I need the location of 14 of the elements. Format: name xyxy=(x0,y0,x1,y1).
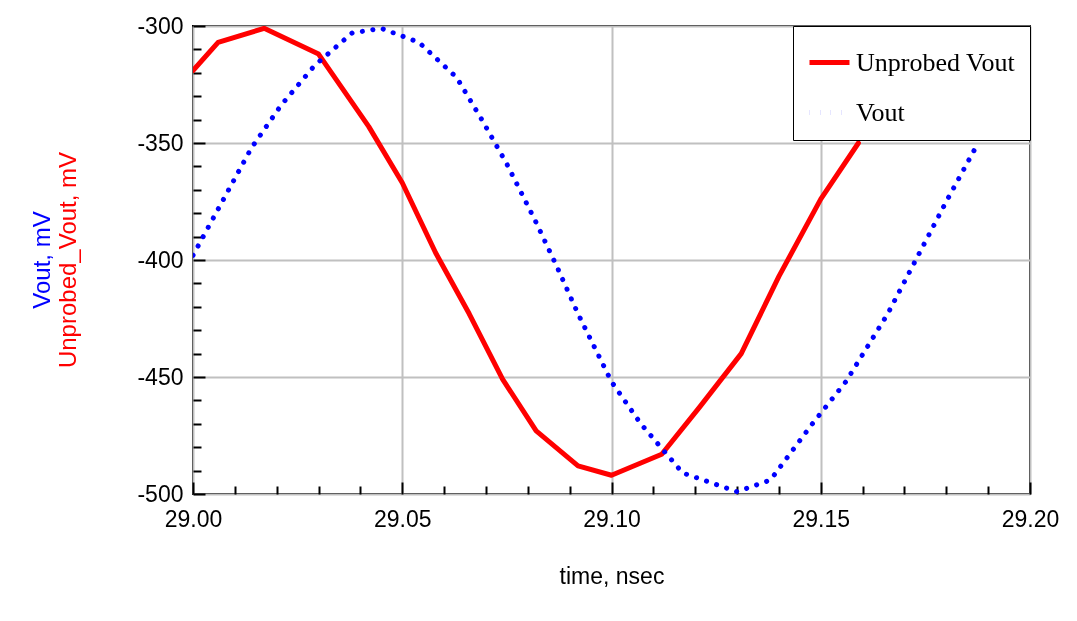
x-tick-label: 29.10 xyxy=(583,505,641,532)
legend-label: Unprobed Vout xyxy=(856,47,1016,77)
y-tick-label: -500 xyxy=(137,480,184,507)
y-tick-label: -450 xyxy=(137,363,184,390)
y-tick-label: -350 xyxy=(137,129,184,156)
y-tick-label: -300 xyxy=(137,12,184,39)
x-axis-title: time, nsec xyxy=(559,562,665,589)
y-axis-title: Vout, mV Unprobed_Vout, mV xyxy=(28,151,81,369)
x-tick-label: 29.20 xyxy=(1001,505,1060,532)
x-tick-label: 29.00 xyxy=(164,505,223,532)
legend-label: Vout xyxy=(856,97,906,127)
x-tick-label: 29.05 xyxy=(373,505,432,532)
x-tick-label: 29.15 xyxy=(792,505,851,532)
y-tick-label: -400 xyxy=(137,246,184,273)
